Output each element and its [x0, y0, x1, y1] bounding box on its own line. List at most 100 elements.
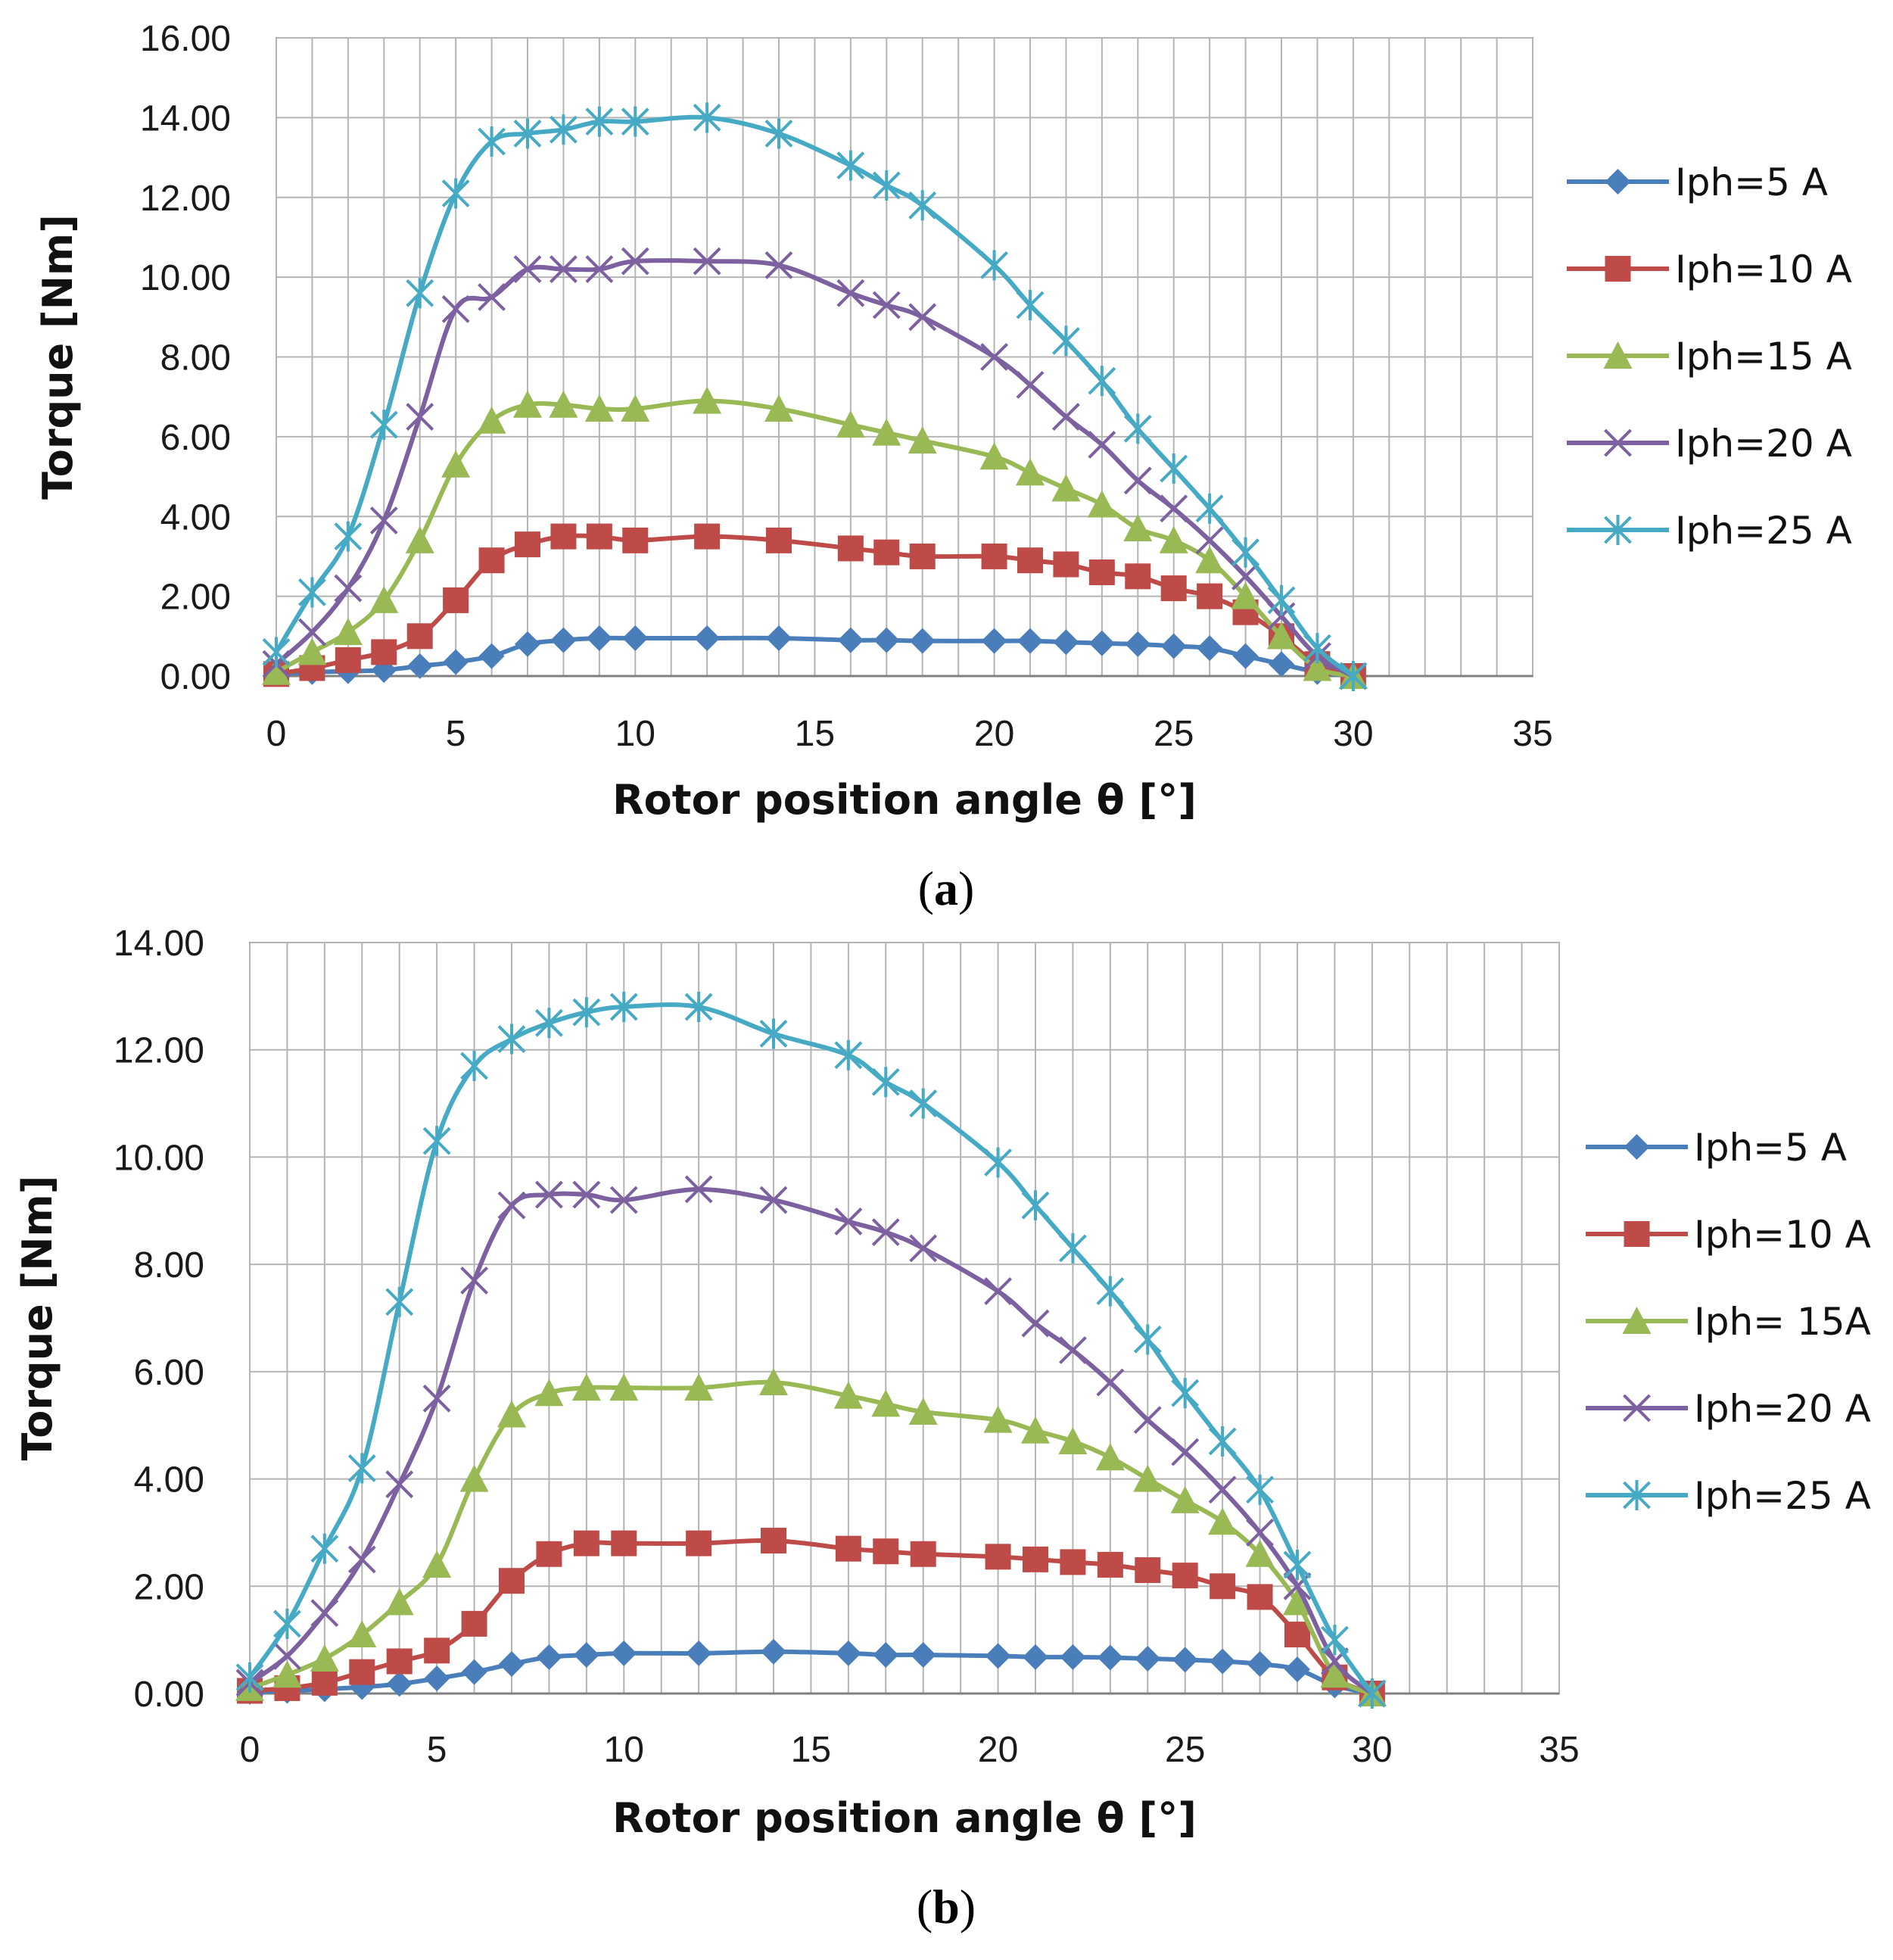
data-point [1017, 547, 1043, 574]
data-point [836, 410, 865, 438]
legend-entry: Iph=5 A [1567, 160, 1828, 204]
data-point [1097, 1644, 1123, 1671]
legend-marker [1604, 515, 1632, 545]
data-point [1247, 1584, 1273, 1610]
data-point [872, 291, 901, 319]
data-point [871, 1389, 901, 1417]
data-point [273, 1641, 301, 1670]
data-point [386, 1648, 413, 1675]
data-point [833, 1381, 863, 1409]
y-tick-label: 2.00 [134, 1567, 204, 1607]
data-point [1269, 651, 1294, 678]
y-tick-label: 16.00 [140, 19, 231, 59]
data-point [513, 255, 542, 284]
data-point [835, 1640, 861, 1666]
data-point [478, 126, 506, 157]
x-tick-label: 20 [978, 1730, 1018, 1770]
y-tick-label: 0.00 [160, 657, 231, 697]
y-tick-label: 4.00 [134, 1460, 204, 1500]
legend-marker [1623, 1394, 1651, 1422]
x-tick-label: 25 [1165, 1730, 1205, 1770]
y-tick-label: 14.00 [114, 924, 204, 964]
data-point [621, 394, 650, 422]
data-point [1210, 1573, 1236, 1600]
data-point [693, 247, 721, 276]
data-point [1088, 559, 1115, 586]
data-point [1095, 1443, 1125, 1471]
x-tick-label: 0 [240, 1730, 260, 1770]
data-point [585, 106, 614, 137]
data-point [347, 1620, 377, 1648]
data-point [761, 1528, 786, 1554]
data-point [550, 114, 578, 145]
data-point [980, 250, 1008, 281]
data-point [385, 1286, 414, 1317]
data-point [981, 543, 1007, 569]
data-point [1133, 1406, 1162, 1435]
data-point [871, 1218, 900, 1247]
data-point [1171, 1438, 1200, 1466]
data-point [764, 394, 793, 422]
data-point [1125, 631, 1151, 657]
caption-open-paren: ( [917, 1880, 932, 1934]
data-point [622, 625, 649, 651]
data-point [837, 627, 864, 653]
data-point [459, 1464, 489, 1492]
data-point [1021, 1190, 1050, 1221]
data-point [1125, 563, 1151, 590]
legend-label: Iph=10 A [1675, 248, 1852, 291]
data-point [422, 1126, 451, 1157]
panel-caption: (a) [918, 862, 975, 915]
data-point [1023, 1546, 1048, 1572]
data-point [441, 450, 471, 478]
gridlines [249, 942, 1560, 1694]
data-point [1245, 1539, 1275, 1567]
data-point [984, 1277, 1012, 1305]
data-point [1160, 494, 1188, 523]
data-point [693, 386, 722, 414]
data-point [909, 543, 936, 569]
data-point [535, 1180, 563, 1209]
data-point [424, 1666, 450, 1692]
data-point [334, 521, 363, 552]
data-point [513, 118, 542, 149]
chart-panel-b: 0.00 2.00 4.00 6.00 8.00 10.00 12.00 14.00 0 5 10 1… [14, 924, 1871, 1934]
data-point [1283, 1549, 1312, 1580]
data-point [310, 1533, 339, 1564]
data-point [461, 1610, 487, 1637]
data-point [1096, 1276, 1125, 1307]
data-point [586, 523, 612, 550]
data-point [335, 647, 361, 673]
data-point [515, 631, 540, 657]
data-point [369, 585, 399, 613]
data-point [1133, 1464, 1163, 1492]
data-point [979, 442, 1009, 470]
data-point [461, 1659, 487, 1685]
legend-entry: Iph=25 A [1567, 509, 1852, 553]
legend-label: Iph=5 A [1694, 1126, 1847, 1170]
y-tick-label: 6.00 [134, 1353, 204, 1393]
data-point [443, 587, 469, 613]
data-point [499, 1568, 525, 1594]
data-point [347, 1545, 376, 1574]
caption-close-paren: ) [960, 1880, 976, 1934]
data-point [1303, 653, 1332, 681]
data-point [1051, 474, 1081, 502]
data-point [497, 1191, 526, 1220]
data-point [1096, 1368, 1125, 1397]
data-point [611, 1530, 637, 1556]
data-point [1195, 526, 1224, 555]
legend-entry: Iph=10 A [1567, 248, 1852, 291]
data-point [478, 283, 506, 311]
data-point [572, 1180, 601, 1209]
data-point [1284, 1656, 1310, 1683]
y-tick-label: 8.00 [134, 1245, 204, 1285]
data-point [1060, 1644, 1086, 1670]
data-point [571, 1373, 601, 1401]
data-point [872, 418, 901, 446]
data-point [761, 1638, 786, 1665]
data-point [1195, 493, 1224, 524]
data-point [513, 390, 542, 418]
x-tick-label: 20 [974, 714, 1014, 754]
data-point [1052, 403, 1080, 431]
